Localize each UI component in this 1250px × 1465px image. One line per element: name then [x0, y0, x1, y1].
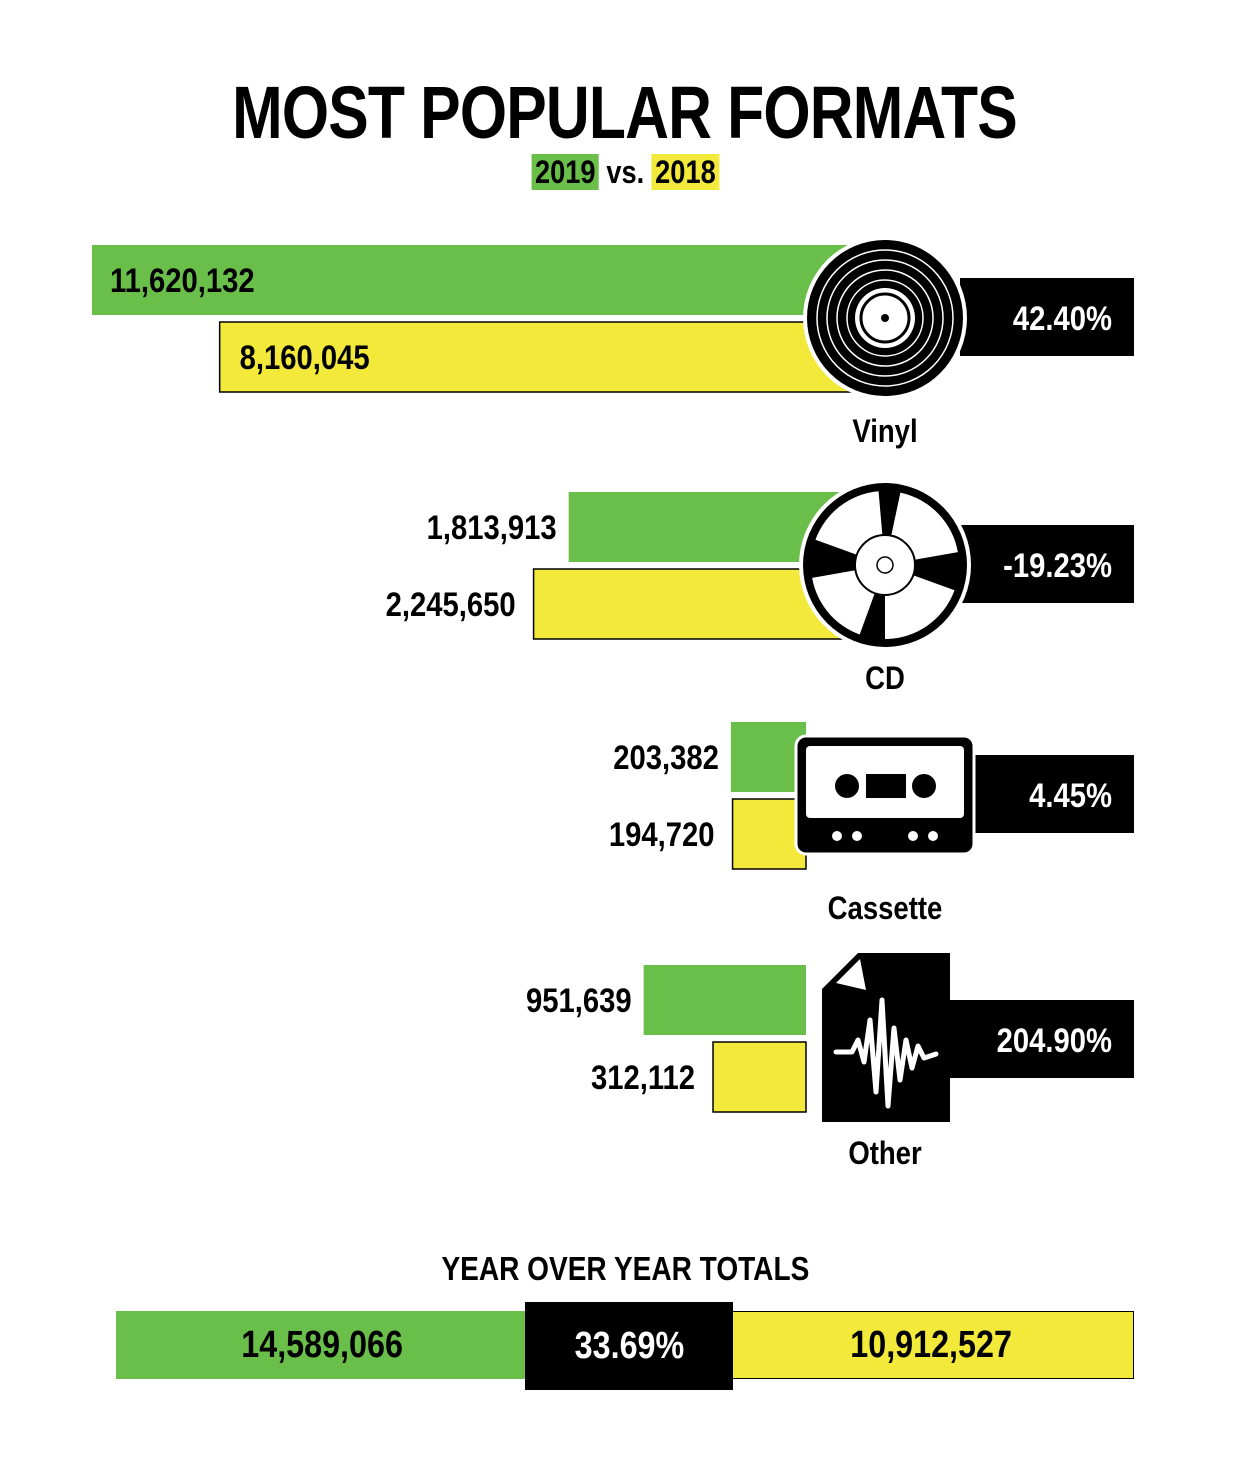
legend-2019: 2019 — [531, 154, 599, 190]
legend-2018: 2018 — [651, 154, 719, 190]
change-vinyl: 42.40% — [1013, 299, 1112, 338]
bar-2019-cassette — [730, 722, 806, 792]
vinyl-record-icon — [803, 236, 967, 400]
bar-2019-vinyl — [92, 245, 880, 315]
category-label-cassette: Cassette — [828, 891, 943, 926]
change-box-cassette — [960, 755, 1134, 833]
value-2019-cassette: 203,382 — [613, 738, 719, 777]
change-other: 204.90% — [997, 1021, 1112, 1060]
value-2018-cassette: 194,720 — [609, 815, 715, 854]
bar-2018-other — [712, 1041, 807, 1113]
category-label-cd: CD — [865, 661, 905, 696]
formats-bar-chart: 11,620,132 8,160,045 42.40% Vinyl 1,813,913 2… — [92, 236, 1134, 1172]
change-box-cd — [960, 525, 1134, 603]
chart-title: MOST POPULAR FORMATS — [232, 71, 1019, 154]
bar-2019-other — [643, 965, 806, 1035]
legend-vs: vs. — [606, 154, 644, 190]
change-box-other — [950, 1000, 1134, 1078]
bar-2018-cassette — [731, 798, 807, 870]
value-2018-other: 312,112 — [591, 1058, 695, 1097]
value-2019-other: 951,639 — [526, 981, 632, 1020]
category-label-other: Other — [848, 1136, 922, 1171]
cassette-icon — [794, 734, 976, 856]
value-2019-cd: 1,813,913 — [427, 508, 557, 547]
audio-file-icon — [822, 953, 950, 1122]
change-box-vinyl — [960, 278, 1134, 356]
chart-subtitle: 2019 vs. 2018 — [0, 154, 1250, 191]
totals-title: YEAR OVER YEAR TOTALS — [441, 1250, 809, 1287]
value-2018-cd: 2,245,650 — [386, 585, 516, 624]
total-2019-bar: 14,589,066 — [116, 1311, 528, 1379]
category-label-vinyl: Vinyl — [852, 414, 917, 449]
change-cassette: 4.45% — [1029, 776, 1112, 815]
cd-disc-icon — [799, 479, 971, 651]
change-cd: -19.23% — [1003, 546, 1112, 585]
value-2019-vinyl: 11,620,132 — [110, 261, 255, 300]
value-2018-vinyl: 8,160,045 — [240, 338, 370, 377]
total-change-box: 33.69% — [525, 1302, 733, 1390]
total-2018-bar: 10,912,527 — [728, 1311, 1134, 1379]
